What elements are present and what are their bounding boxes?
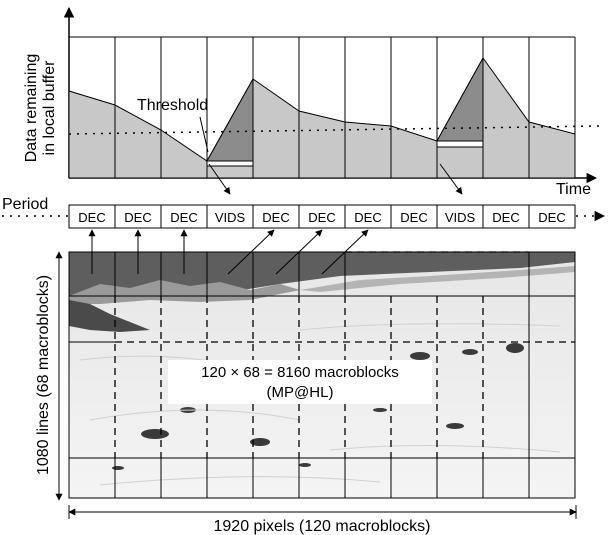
buffer-chart: Threshold Data remaining in local buffer…	[23, 6, 601, 198]
vids-refill-1	[206, 77, 254, 162]
vids-pointer-2	[439, 163, 463, 195]
threshold-line	[68, 125, 601, 135]
period-box	[68, 204, 576, 229]
profile-level-label: (MP@HL)	[267, 384, 334, 401]
decode-arrows	[88, 229, 369, 275]
period-cell-7: DEC	[354, 210, 381, 225]
height-dimension: 1080 lines (68 macroblocks)	[35, 251, 63, 501]
period-cell-3: DEC	[170, 210, 197, 225]
period-cells: DEC DEC DEC VIDS DEC DEC DEC DEC VIDS DEC DEC	[78, 205, 566, 228]
period-cell-11: DEC	[538, 210, 565, 225]
period-cell-2: DEC	[124, 210, 151, 225]
period-gridlines	[114, 37, 576, 178]
y-axis-label-line2: in local buffer	[41, 60, 58, 156]
period-row: Period DEC DEC DEC VIDS DEC DEC DEC DEC VIDS DEC D…	[2, 196, 606, 229]
period-cell-1: DEC	[78, 210, 105, 225]
period-cell-5: DEC	[262, 210, 289, 225]
vids-refill-2	[436, 56, 484, 142]
period-cell-10: DEC	[492, 210, 519, 225]
macroblock-count-label: 120 × 68 = 8160 macroblocks	[201, 364, 399, 381]
period-cell-4: VIDS	[215, 210, 246, 225]
period-cell-8: DEC	[400, 210, 427, 225]
width-dimension: 1920 pixels (120 macroblocks)	[68, 505, 577, 535]
macroblock-label-box	[168, 360, 432, 404]
vids-bar-1	[206, 160, 254, 167]
period-cell-9: VIDS	[445, 210, 476, 225]
width-label: 1920 pixels (120 macroblocks)	[214, 518, 431, 535]
vids-pointer-1	[208, 163, 231, 195]
time-label: Time	[556, 181, 591, 198]
video-frame: 120 × 68 = 8160 macroblocks (MP@HL)	[68, 229, 576, 499]
horizon-shadow	[300, 266, 575, 292]
mountain-ridge	[69, 280, 300, 304]
threshold-pointer	[199, 116, 209, 153]
threshold-label: Threshold	[137, 97, 208, 114]
period-cell-6: DEC	[308, 210, 335, 225]
y-axis-label-line1: Data remaining	[23, 54, 40, 163]
vids-bar-2	[436, 140, 484, 148]
height-label: 1080 lines (68 macroblocks)	[35, 275, 52, 475]
macroblock-grid-dashed	[114, 251, 575, 458]
buffer-level-area	[68, 57, 576, 179]
period-label: Period	[2, 196, 48, 213]
dark-hill	[69, 300, 150, 332]
